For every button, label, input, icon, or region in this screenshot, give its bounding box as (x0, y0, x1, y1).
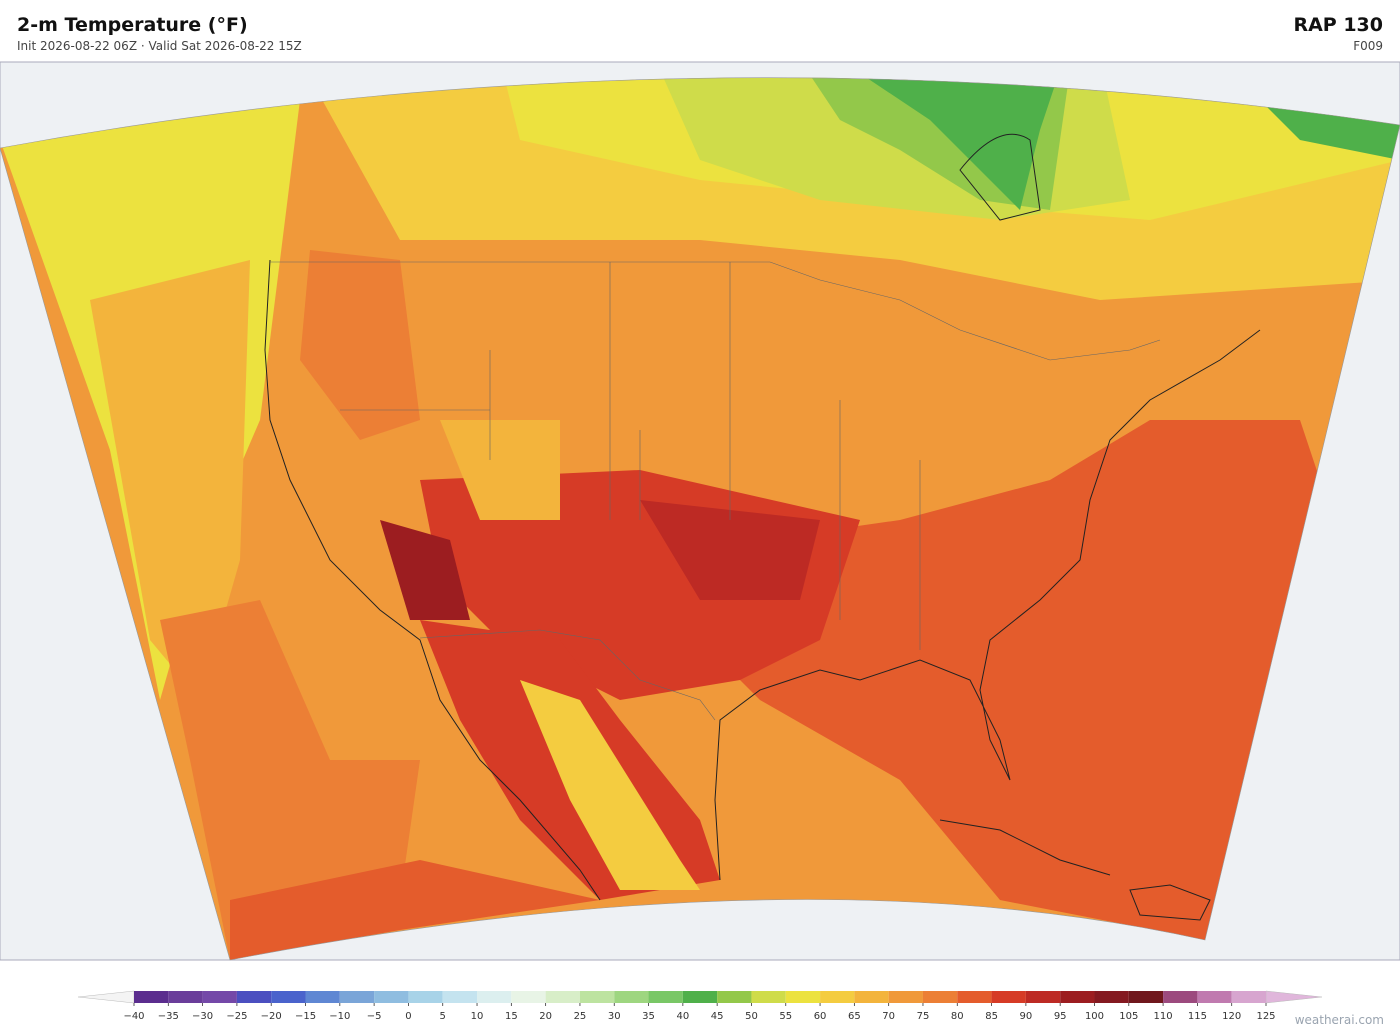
colorbar-tick-label: 110 (1154, 1011, 1173, 1022)
colorbar-tick-label: 20 (539, 1011, 552, 1022)
watermark: weatherai.com (1294, 1013, 1384, 1027)
colorbar-bin (1231, 991, 1266, 1003)
colorbar-tick-label: −5 (367, 1011, 382, 1022)
colorbar-tick-label: 75 (917, 1011, 930, 1022)
colorbar-tick-label: 90 (1020, 1011, 1033, 1022)
model-name: RAP 130 (1293, 14, 1383, 36)
colorbar-bin (957, 991, 992, 1003)
colorbar-bin (236, 991, 272, 1003)
colorbar-bin (408, 991, 443, 1003)
colorbar-tick-label: 10 (471, 1011, 484, 1022)
colorbar-bin (202, 991, 237, 1003)
colorbar-tick-label: 115 (1188, 1011, 1207, 1022)
colorbar-tick-label: 30 (608, 1011, 621, 1022)
colorbar-tick-label: −10 (329, 1011, 350, 1022)
colorbar-bin (1094, 991, 1129, 1003)
colorbar-bin (579, 991, 615, 1003)
colorbar-tick-label: 70 (882, 1011, 895, 1022)
colorbar-tick-label: 15 (505, 1011, 518, 1022)
colorbar-bin (922, 991, 958, 1003)
colorbar-bin (751, 991, 786, 1003)
colorbar-bin (134, 991, 169, 1003)
colorbar-tick-label: −35 (158, 1011, 179, 1022)
colorbar-tick-label: 85 (985, 1011, 998, 1022)
colorbar-tick-label: −20 (261, 1011, 282, 1022)
colorbar-tick-label: 105 (1119, 1011, 1138, 1022)
title: 2-m Temperature (°F) (17, 14, 248, 36)
colorbar-bin (1163, 991, 1198, 1003)
temperature-field (0, 77, 1400, 960)
colorbar-bin (477, 991, 512, 1003)
colorbar-tick-label: 120 (1222, 1011, 1241, 1022)
colorbar-tick-label: −15 (295, 1011, 316, 1022)
colorbar-tick-label: 45 (711, 1011, 724, 1022)
colorbar-bin (374, 991, 409, 1003)
domain-outline (0, 77, 1400, 961)
colorbar-tick-label: 95 (1054, 1011, 1067, 1022)
colorbar-bin (1060, 991, 1095, 1003)
colorbar-bin (511, 991, 546, 1003)
subtitle: Init 2026-08-22 06Z · Valid Sat 2026-08-… (17, 39, 302, 53)
colorbar-bin (1197, 991, 1232, 1003)
colorbar-tick-label: 40 (676, 1011, 689, 1022)
colorbar-bin (820, 991, 855, 1003)
colorbar-extend-high (1265, 990, 1323, 1004)
colorbar-bin (854, 991, 889, 1003)
colorbar-bin (168, 991, 203, 1003)
colorbar-extend-low (77, 990, 135, 1004)
colorbar-bin (305, 991, 340, 1003)
colorbar-bin (648, 991, 683, 1003)
colorbar-tick-label: 5 (440, 1011, 446, 1022)
colorbar-bin (545, 991, 580, 1003)
colorbar-bin (339, 991, 375, 1003)
colorbar-bin (888, 991, 923, 1003)
colorbar-bin (717, 991, 752, 1003)
colorbar-tick-label: 65 (848, 1011, 861, 1022)
colorbar-bin (991, 991, 1026, 1003)
colorbar-tick-label: 100 (1085, 1011, 1104, 1022)
borders (270, 261, 1161, 721)
forecast-hour: F009 (1353, 39, 1383, 53)
colorbar-tick-label: −25 (226, 1011, 247, 1022)
colorbar-tick-label: 60 (814, 1011, 827, 1022)
colorbar-bin (271, 991, 306, 1003)
colorbar-tick-label: 50 (745, 1011, 758, 1022)
colorbar-bin (614, 991, 649, 1003)
colorbar-tick-label: −30 (192, 1011, 213, 1022)
colorbar-tick-label: 35 (642, 1011, 655, 1022)
colorbar-bin (1025, 991, 1061, 1003)
colorbar-tick-label: 25 (574, 1011, 587, 1022)
colorbar-bin (785, 991, 821, 1003)
colorbar-tick-label: 0 (405, 1011, 411, 1022)
colorbar-bin (682, 991, 718, 1003)
colorbar-tick-label: −40 (123, 1011, 144, 1022)
coastlines (264, 133, 1261, 921)
colorbar-bin (442, 991, 478, 1003)
colorbar-tick-label: 55 (779, 1011, 792, 1022)
colorbar-tick-label: 80 (951, 1011, 964, 1022)
colorbar-tick-label: 125 (1256, 1011, 1275, 1022)
colorbar-bin (1128, 991, 1164, 1003)
